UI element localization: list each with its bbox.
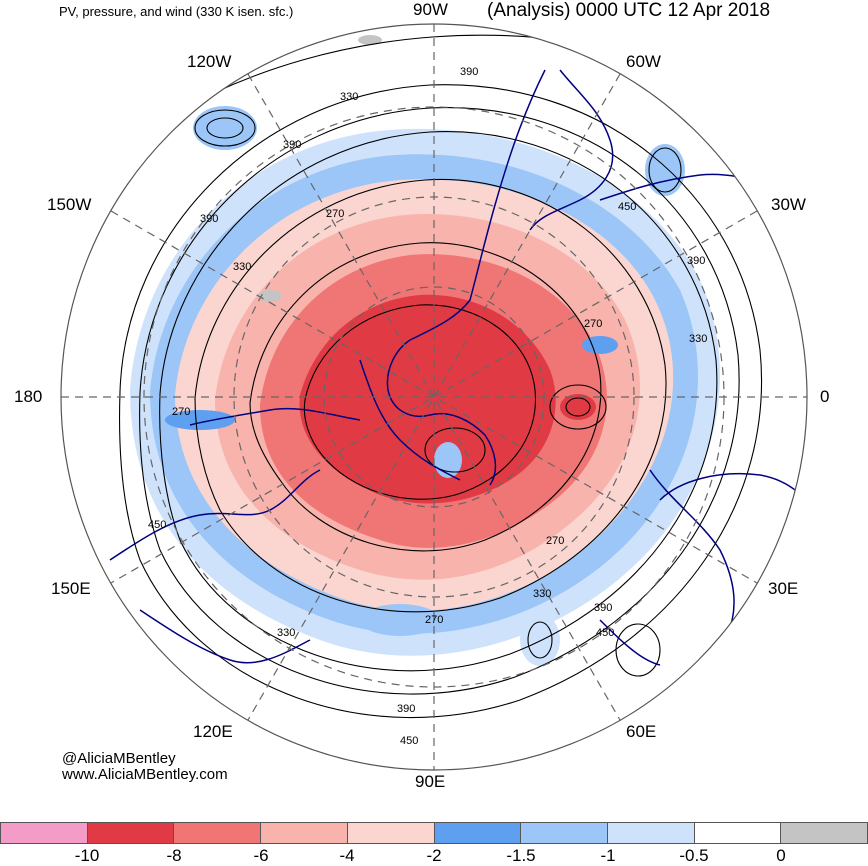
- longitude-label-30w: 30W: [771, 195, 806, 214]
- contour-label: 390: [397, 703, 415, 715]
- map-title: (Analysis) 0000 UTC 12 Apr 2018: [487, 0, 771, 21]
- colorbar-swatch: [261, 822, 348, 844]
- longitude-label-180: 180: [14, 387, 43, 406]
- longitude-label-0: 0: [820, 387, 830, 406]
- colorbar-swatch: [0, 822, 88, 844]
- colorbar-swatch: [434, 822, 522, 844]
- longitude-label-120e: 120E: [193, 722, 233, 741]
- contour-label: 330: [340, 91, 358, 103]
- contour-label: 330: [233, 261, 251, 273]
- contour-label: 270: [425, 614, 443, 626]
- longitude-label-120w: 120W: [187, 52, 232, 71]
- longitude-label-90e: 90E: [415, 772, 446, 791]
- colorbar-tick-label: -6: [253, 846, 269, 865]
- contour-label: 450: [618, 201, 636, 213]
- contour-label: 390: [200, 213, 218, 225]
- colorbar-swatch: [607, 822, 695, 844]
- colorbar-tick-label: -0.5: [679, 846, 709, 865]
- contour-label: 450: [596, 627, 614, 639]
- contour-label: 450: [148, 519, 166, 531]
- colorbar-swatch: [694, 822, 782, 844]
- colorbar-swatch: [87, 822, 175, 844]
- contour-label: 390: [594, 602, 612, 614]
- contour-label: 330: [533, 588, 551, 600]
- colorbar-tick-label: 0: [776, 846, 786, 865]
- contour-label: 330: [277, 627, 295, 639]
- longitude-label-150e: 150E: [51, 579, 91, 598]
- longitude-label-60e: 60E: [626, 722, 657, 741]
- longitude-label-60w: 60W: [626, 52, 661, 71]
- contour-label: 390: [283, 139, 301, 151]
- colorbar: [0, 822, 868, 844]
- colorbar-tick-label: -2: [426, 846, 442, 865]
- credit-website: www.AliciaMBentley.com: [62, 766, 228, 783]
- longitude-label-30e: 30E: [768, 579, 799, 598]
- colorbar-swatch: [174, 822, 262, 844]
- colorbar-tick-label: -1.5: [506, 846, 536, 865]
- graticule: [61, 24, 807, 770]
- colorbar-swatch: [781, 822, 868, 844]
- contour-label: 450: [400, 735, 418, 747]
- longitude-label-90w: 90W: [413, 0, 448, 19]
- colorbar-swatch: [347, 822, 435, 844]
- contour-labels: 390 330 390 270 390 330 450 390 270 330 …: [148, 66, 707, 747]
- contour-label: 390: [460, 66, 478, 78]
- credit-handle: @AliciaMBentley: [62, 750, 176, 767]
- contour-label: 270: [584, 318, 602, 330]
- pv-field: [61, 24, 807, 770]
- colorbar-tick-label: -10: [74, 846, 100, 865]
- contour-label: 270: [326, 208, 344, 220]
- map-boundary: [60, 23, 808, 771]
- contour-label: 330: [689, 333, 707, 345]
- contour-label: 270: [546, 535, 564, 547]
- contour-label: 390: [687, 255, 705, 267]
- map-subtitle: PV, pressure, and wind (330 K isen. sfc.…: [59, 4, 294, 19]
- colorbar-tick-label: -4: [339, 846, 355, 865]
- colorbar-tick-label: -1: [600, 846, 616, 865]
- colorbar-swatch: [521, 822, 608, 844]
- contour-label: 270: [172, 406, 190, 418]
- longitude-label-150w: 150W: [47, 195, 92, 214]
- colorbar-tick-label: -8: [166, 846, 182, 865]
